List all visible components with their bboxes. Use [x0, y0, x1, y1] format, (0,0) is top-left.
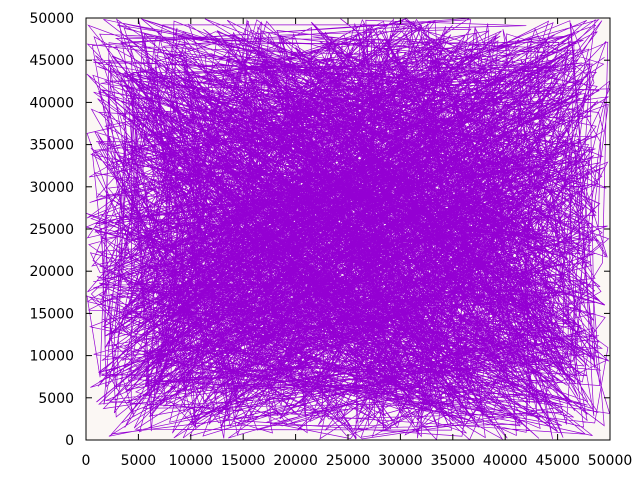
series-line-0-dense	[85, 17, 611, 441]
series-layer	[85, 17, 611, 441]
y-axis: 0 5000 10000 15000 20000 25000 30000 35000 40000…	[29, 11, 610, 449]
x-axis: 0 5000 10000 15000 20000 25000 30000 35000 40000…	[82, 18, 633, 469]
y-tick-label: 5000	[38, 391, 74, 407]
x-tick-label: 5000	[121, 453, 157, 469]
x-tick-label: 40000	[483, 453, 528, 469]
y-tick-label: 15000	[29, 306, 74, 322]
y-tick-label: 30000	[29, 180, 74, 196]
x-tick-label: 20000	[273, 453, 318, 469]
x-tick-label: 35000	[431, 453, 476, 469]
y-tick-label: 45000	[29, 53, 74, 69]
x-tick-label: 45000	[535, 453, 580, 469]
x-tick-label: 25000	[326, 453, 371, 469]
x-tick-label: 0	[82, 453, 91, 469]
x-tick-label: 10000	[169, 453, 214, 469]
x-tick-label: 50000	[588, 453, 633, 469]
y-tick-label: 25000	[29, 222, 74, 238]
x-tick-label: 15000	[221, 453, 266, 469]
y-tick-label: 40000	[29, 95, 74, 111]
y-tick-label: 0	[65, 433, 74, 449]
y-tick-label: 20000	[29, 264, 74, 280]
y-tick-label: 50000	[29, 11, 74, 27]
y-tick-label: 10000	[29, 349, 74, 365]
y-tick-label: 35000	[29, 138, 74, 154]
x-tick-label: 30000	[378, 453, 423, 469]
